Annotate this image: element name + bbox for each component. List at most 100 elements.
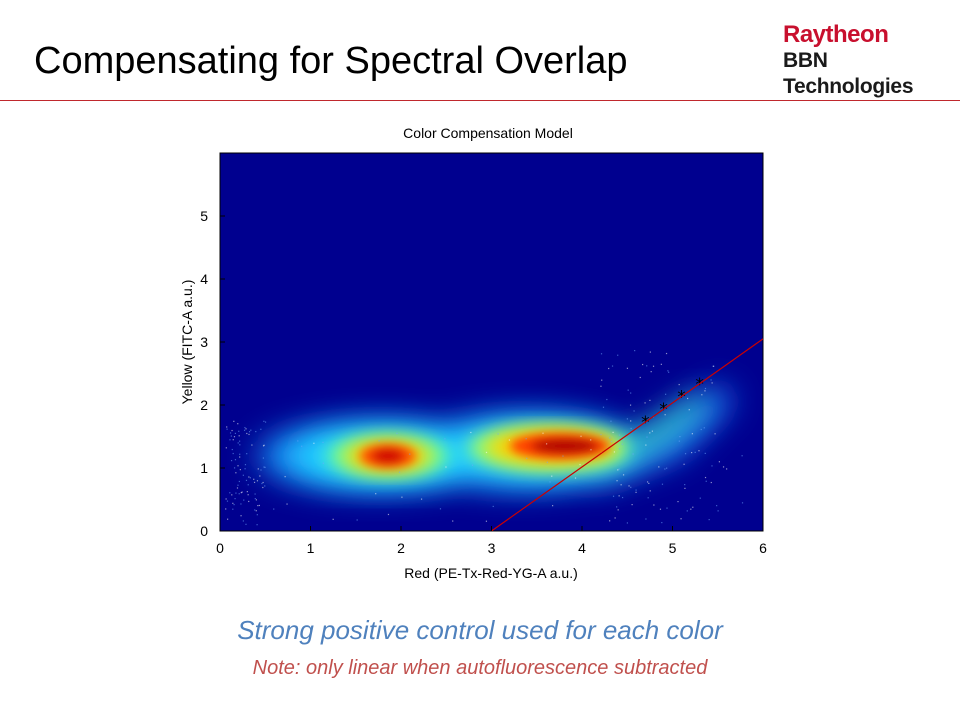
speckle-point [634, 350, 636, 352]
speckle-point [609, 520, 611, 522]
speckle-point [375, 493, 377, 495]
speckle-point [718, 461, 720, 463]
speckle-point [710, 481, 712, 484]
speckle-point [717, 510, 719, 512]
speckle-point [253, 478, 255, 480]
speckle-point [613, 451, 615, 453]
speckle-point [230, 459, 233, 462]
speckle-point [601, 379, 603, 381]
speckle-point [264, 485, 266, 487]
speckle-point [225, 508, 227, 510]
speckle-point [231, 494, 233, 496]
calibration-point: * [677, 388, 686, 408]
speckle-point [666, 467, 668, 469]
speckle-point [253, 481, 256, 483]
speckle-point [546, 461, 548, 463]
speckle-point [651, 430, 653, 432]
speckle-point [409, 453, 411, 455]
slide-subtitle: Strong positive control used for each co… [237, 615, 723, 645]
speckle-point [256, 514, 258, 516]
speckle-point [618, 495, 620, 497]
speckle-point [233, 436, 236, 438]
speckle-point [626, 367, 629, 369]
speckle-point [245, 428, 247, 430]
speckle-point [716, 505, 718, 507]
speckle-point [508, 439, 511, 441]
speckle-point [623, 439, 625, 441]
speckle-point [698, 450, 700, 452]
speckle-point [232, 439, 234, 441]
speckle-point [614, 517, 616, 519]
logo-line-2: BBN Technologies [783, 49, 914, 98]
speckle-point [239, 469, 241, 471]
speckle-point [630, 427, 632, 430]
speckle-point [262, 481, 264, 484]
speckle-point [626, 418, 628, 420]
y-axis-label: Yellow (FITC-A a.u.) [179, 280, 195, 405]
speckle-point [263, 466, 265, 468]
speckle-point [254, 493, 256, 495]
speckle-point [439, 508, 442, 510]
speckle-point [237, 423, 239, 425]
speckle-point [239, 444, 241, 446]
speckle-point [659, 508, 662, 510]
speckle-point [630, 420, 632, 422]
x-tick-label: 2 [397, 540, 405, 556]
speckle-point [683, 463, 685, 465]
speckle-point [667, 370, 669, 372]
speckle-point [263, 420, 265, 422]
compensation-fit-line [491, 338, 763, 531]
speckle-point [690, 508, 692, 510]
speckle-point [700, 428, 702, 431]
speckle-point [322, 441, 324, 444]
speckle-point [255, 510, 257, 512]
speckle-point [445, 466, 447, 468]
speckle-point [378, 440, 380, 442]
speckle-point [627, 389, 629, 391]
speckle-point [257, 505, 259, 507]
calibration-point: * [695, 375, 704, 395]
speckle-point [237, 484, 239, 486]
speckle-point [263, 444, 265, 446]
speckle-point [233, 503, 235, 506]
speckle-point [470, 431, 472, 434]
speckle-point [680, 518, 682, 520]
logo-line-1: Raytheon [783, 21, 889, 48]
speckle-point [229, 492, 231, 494]
speckle-point [714, 433, 716, 435]
speckle-point [650, 371, 652, 373]
speckle-point [549, 481, 551, 483]
density-peak-left [371, 448, 405, 464]
speckle-point [684, 487, 686, 489]
speckle-point [525, 438, 527, 440]
speckle-point [694, 451, 696, 453]
speckle-point [590, 439, 592, 441]
speckle-point [245, 479, 248, 481]
speckle-point [708, 518, 710, 521]
speckle-point [632, 453, 634, 455]
speckle-point [679, 435, 681, 438]
speckle-point [225, 447, 227, 449]
speckle-point [621, 496, 624, 499]
speckle-point [741, 455, 743, 457]
speckle-point [313, 442, 315, 444]
speckle-point [703, 427, 705, 429]
speckle-point [251, 444, 253, 446]
speckle-point [691, 451, 693, 454]
speckle-point [606, 398, 608, 401]
speckle-point [545, 443, 548, 445]
speckle-point [562, 455, 564, 457]
speckle-point [704, 390, 706, 392]
speckle-point [238, 435, 240, 437]
speckle-point [574, 477, 577, 479]
speckle-point [322, 462, 324, 464]
speckle-point [711, 465, 713, 467]
speckle-point [660, 363, 662, 365]
speckle-point [246, 432, 248, 435]
speckle-point [665, 352, 668, 355]
speckle-point [259, 475, 261, 477]
speckle-point [244, 468, 246, 470]
speckle-point [699, 497, 701, 499]
speckle-point [661, 483, 664, 485]
y-tick-label: 1 [200, 460, 208, 476]
